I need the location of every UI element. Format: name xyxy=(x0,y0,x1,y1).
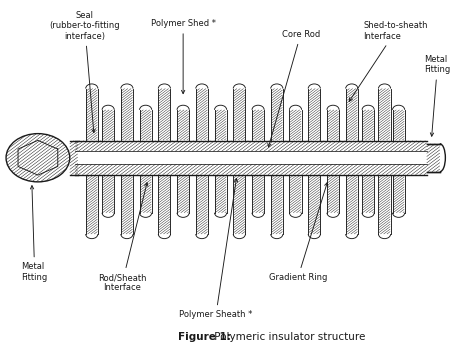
Text: Polymer Sheath *: Polymer Sheath * xyxy=(179,179,253,319)
Text: Metal
Fitting: Metal Fitting xyxy=(424,55,451,136)
Text: Polymer Shed *: Polymer Shed * xyxy=(151,19,216,93)
Text: Rod/Sheath
Interface: Rod/Sheath Interface xyxy=(98,183,148,292)
Text: Polymeric insulator structure: Polymeric insulator structure xyxy=(211,332,365,342)
Text: Shed-to-sheath
Interface: Shed-to-sheath Interface xyxy=(349,21,428,101)
Text: Figure 1:: Figure 1: xyxy=(178,332,231,342)
Text: Core Rod: Core Rod xyxy=(268,30,320,147)
Text: Seal
(rubber-to-fitting
interface): Seal (rubber-to-fitting interface) xyxy=(49,11,120,133)
Text: Metal
Fitting: Metal Fitting xyxy=(21,186,48,282)
Text: Gradient Ring: Gradient Ring xyxy=(269,183,328,282)
